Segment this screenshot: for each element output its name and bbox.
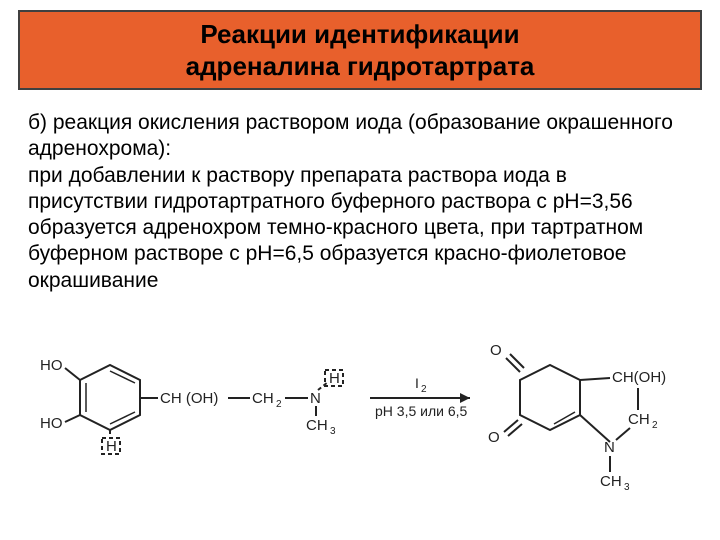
reaction-diagram: HO HO H CH (OH) CH 2 N H CH 3 I 2 pH 3,5… [10,310,710,530]
body-para1: б) реакция окисления раствором иода (обр… [28,111,673,160]
label-h-top: H [329,370,340,387]
label-ch2: CH [252,390,274,407]
title-box: Реакции идентификации адреналина гидрота… [18,10,702,90]
label-ch2-sub: 2 [276,399,282,410]
arrow-top-sub: 2 [421,384,427,395]
label-ch3-sub: 3 [330,426,336,437]
label-ch3-p: CH [600,473,622,490]
slide-title: Реакции идентификации адреналина гидрота… [186,18,535,83]
slide: Реакции идентификации адреналина гидрота… [0,0,720,540]
label-ch2-p: CH [628,411,650,428]
title-line2: адреналина гидротартрата [186,51,535,81]
label-o-bottom: O [488,429,500,446]
arrow-bottom: pH 3,5 или 6,5 [375,403,468,419]
label-n: N [310,390,321,407]
label-ch2-sub-p: 2 [652,420,658,431]
label-n-p: N [604,439,615,456]
label-choh: CH (OH) [160,390,218,407]
label-ch3-sub-p: 3 [624,482,630,493]
label-choh-p: CH(OH) [612,369,666,386]
label-h-bottom: H [106,438,117,455]
title-line1: Реакции идентификации [200,19,519,49]
body-text: б) реакция окисления раствором иода (обр… [28,110,692,294]
label-ch3: CH [306,417,328,434]
arrow-top: I [415,375,419,391]
label-ho-bottom: HO [40,415,63,432]
body-para2: при добавлении к раствору препарата раст… [28,164,643,292]
label-o-top: O [490,342,502,359]
label-ho-top: HO [40,357,63,374]
